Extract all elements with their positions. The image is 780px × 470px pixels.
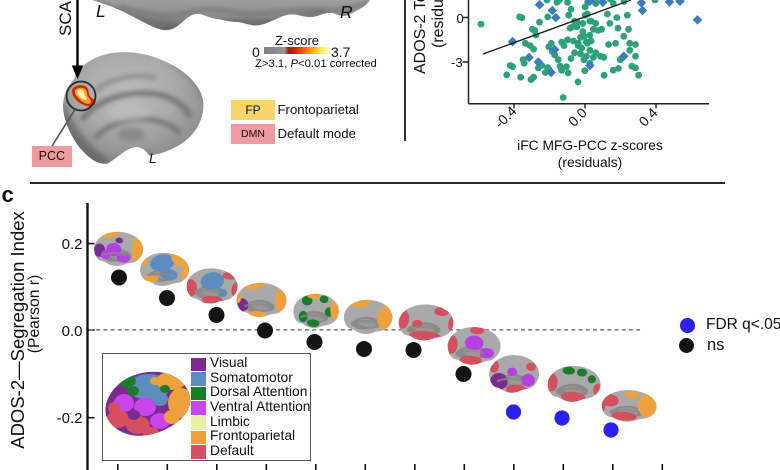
svg-text:0.4: 0.4 [635, 104, 660, 129]
svg-text:-0.4: -0.4 [491, 103, 520, 132]
svg-text:0.0: 0.0 [565, 104, 590, 129]
